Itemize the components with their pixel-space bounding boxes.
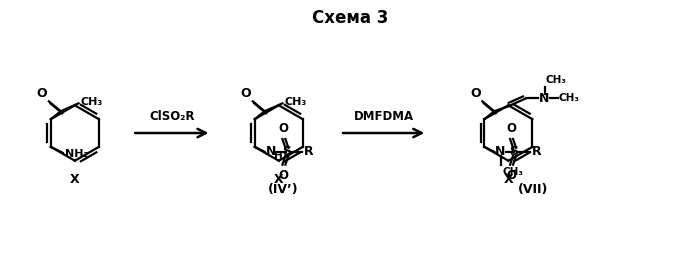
Text: O: O xyxy=(506,169,516,182)
Text: O: O xyxy=(241,87,251,100)
Text: X: X xyxy=(70,173,80,186)
Text: O: O xyxy=(506,122,516,135)
Text: R: R xyxy=(532,145,542,158)
Text: ClSO₂R: ClSO₂R xyxy=(149,110,195,123)
Text: (IV’): (IV’) xyxy=(268,182,299,195)
Text: O: O xyxy=(36,87,48,100)
Text: N: N xyxy=(265,145,276,158)
Text: R: R xyxy=(304,145,314,158)
Text: CH₃: CH₃ xyxy=(80,97,103,107)
Text: S: S xyxy=(510,145,519,158)
Text: O: O xyxy=(279,169,288,182)
Text: H: H xyxy=(274,151,282,161)
Text: DMFDMA: DMFDMA xyxy=(354,110,414,123)
Text: CH₃: CH₃ xyxy=(559,93,580,103)
Text: NH₂: NH₂ xyxy=(64,149,88,159)
Text: N: N xyxy=(495,145,505,158)
Text: (VII): (VII) xyxy=(518,182,548,195)
Text: X: X xyxy=(274,173,284,186)
Text: O: O xyxy=(279,122,288,135)
Text: CH₃: CH₃ xyxy=(546,75,567,85)
Text: X: X xyxy=(503,173,513,186)
Text: CH₃: CH₃ xyxy=(502,167,523,177)
Text: N: N xyxy=(539,92,550,105)
Text: O: O xyxy=(470,87,481,100)
Text: CH₃: CH₃ xyxy=(284,97,307,107)
Text: Схема 3: Схема 3 xyxy=(312,9,388,27)
Text: S: S xyxy=(282,145,291,158)
